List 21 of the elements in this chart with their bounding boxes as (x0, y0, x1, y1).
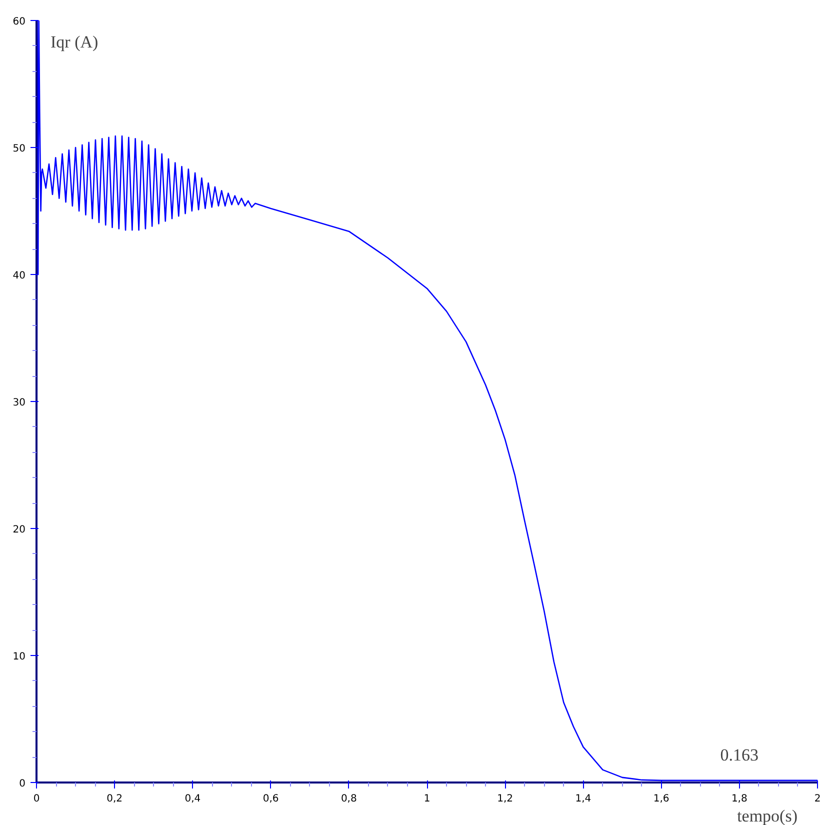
x-tick-label: 0 (33, 794, 40, 804)
y-tick-label: 20 (12, 524, 26, 536)
x-axis-title: tempo(s) (737, 806, 798, 825)
y-tick-label: 10 (12, 652, 26, 662)
x-tick-label: 2 (814, 794, 821, 804)
annotation: 0.163 (720, 745, 759, 764)
x-tick-label: 1,6 (653, 794, 670, 804)
x-tick-label: 1,2 (497, 794, 514, 804)
x-tick-label: 0,2 (106, 794, 123, 804)
x-tick-label: 0,8 (340, 794, 357, 804)
x-tick-label: 1 (424, 794, 430, 804)
y-tick-label: 60 (12, 16, 26, 28)
x-tick-label: 0,6 (262, 794, 279, 804)
y-tick-label: 40 (12, 270, 26, 282)
y-tick-label: 30 (12, 398, 26, 408)
y-tick-label: 50 (12, 144, 26, 154)
x-tick-label: 0,4 (184, 794, 201, 804)
y-axis-title: Iqr (A) (50, 32, 98, 52)
x-tick-label: 1,4 (575, 794, 592, 804)
y-tick-label: 0 (19, 778, 26, 790)
x-tick-label: 1,8 (731, 794, 748, 804)
